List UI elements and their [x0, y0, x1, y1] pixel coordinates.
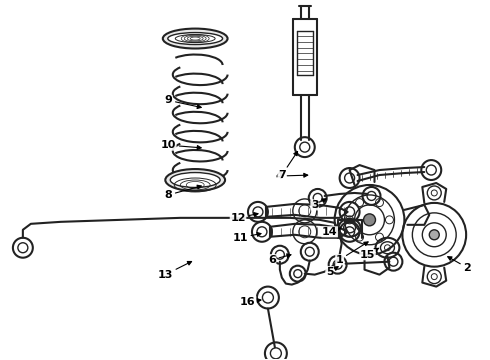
Text: 7: 7: [278, 152, 297, 180]
Ellipse shape: [171, 172, 220, 188]
Text: 6: 6: [268, 254, 291, 265]
Text: 1: 1: [336, 242, 368, 265]
Ellipse shape: [165, 169, 225, 191]
Text: 9: 9: [164, 95, 201, 108]
Ellipse shape: [168, 32, 222, 45]
Text: 2: 2: [448, 257, 471, 273]
Circle shape: [429, 230, 439, 240]
Text: 5: 5: [326, 267, 338, 276]
Text: 3: 3: [311, 199, 326, 210]
Ellipse shape: [163, 28, 227, 49]
Text: 15: 15: [360, 248, 379, 260]
Text: 10: 10: [161, 140, 201, 150]
Text: 13: 13: [158, 261, 192, 280]
Text: 11: 11: [232, 233, 261, 243]
Text: 8: 8: [165, 185, 201, 200]
Circle shape: [364, 214, 375, 226]
Text: 4: 4: [276, 171, 308, 181]
Text: 14: 14: [322, 227, 341, 237]
Text: 16: 16: [240, 297, 261, 306]
Text: 12: 12: [230, 213, 258, 223]
